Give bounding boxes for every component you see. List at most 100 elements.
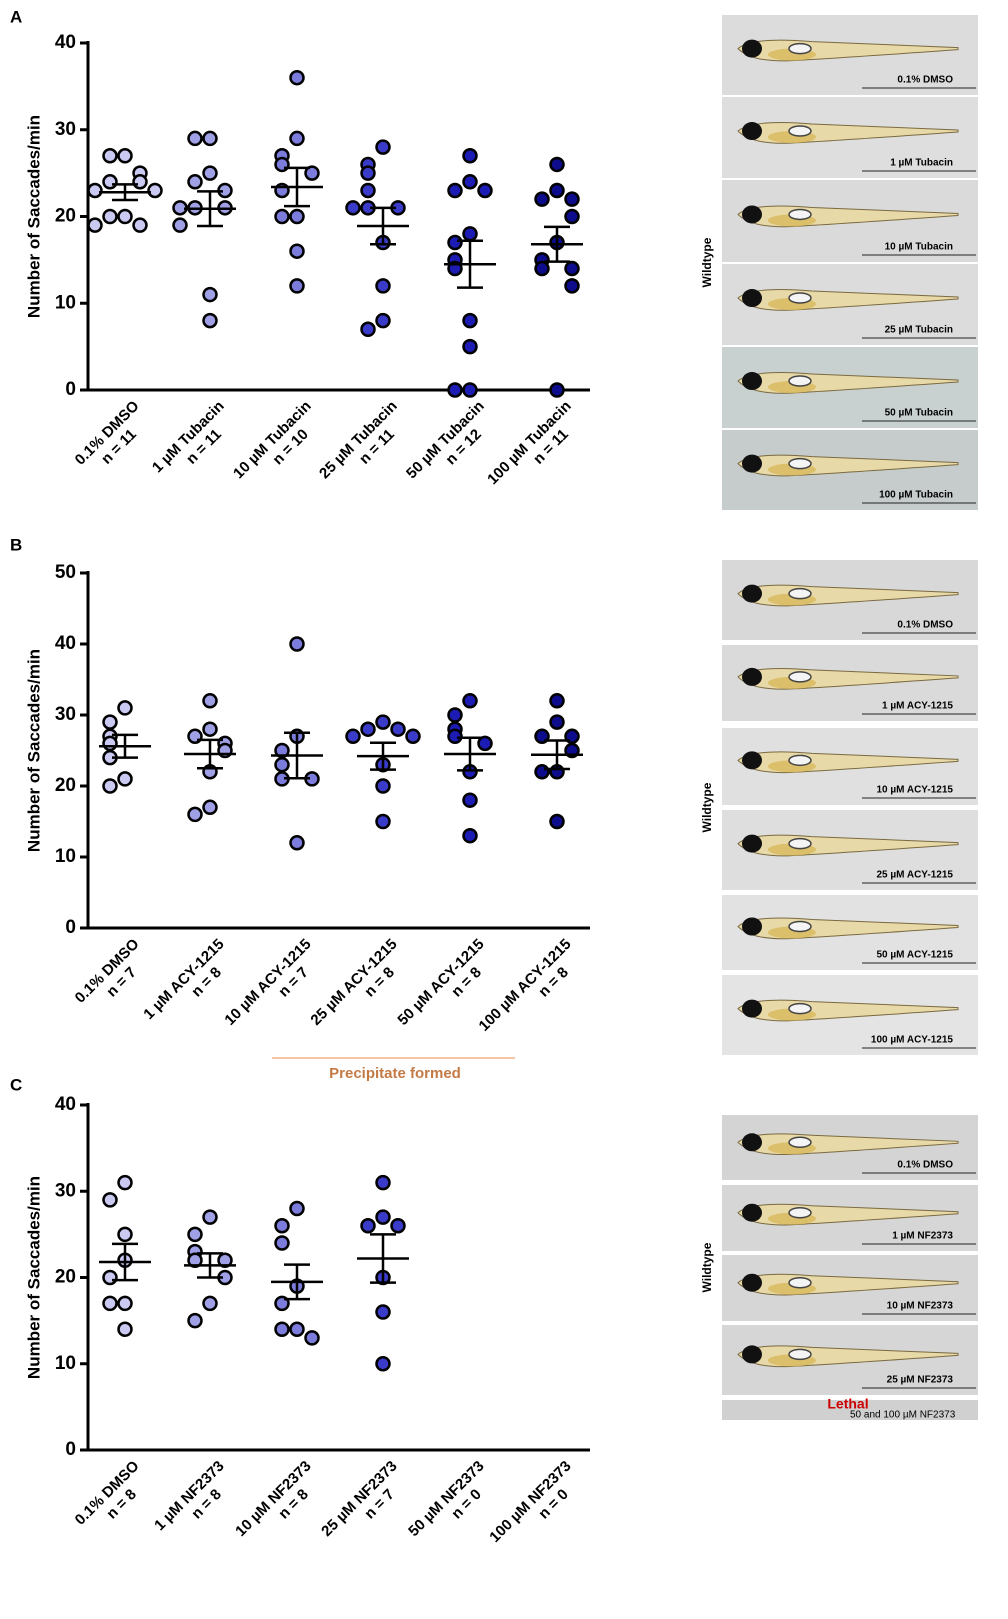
data-point — [204, 288, 217, 301]
x-tick-label-group: 100 µM ACY-1215n = 8 — [476, 936, 588, 1048]
fish-bladder — [789, 1278, 811, 1288]
x-tick-label-group: 10 µM ACY-1215n = 7 — [221, 936, 327, 1042]
data-point — [104, 149, 117, 162]
image-caption: 100 µM Tubacin — [879, 490, 953, 501]
fish-bladder — [789, 922, 811, 932]
data-point — [464, 340, 477, 353]
data-point — [377, 1211, 390, 1224]
data-point — [291, 245, 304, 258]
data-point — [189, 808, 202, 821]
fish-bladder — [789, 209, 811, 219]
data-point — [276, 1219, 289, 1232]
fish-bladder — [789, 1208, 811, 1218]
y-tick-label: 0 — [65, 917, 76, 938]
data-point — [119, 210, 132, 223]
data-point — [276, 1237, 289, 1250]
y-tick-label: 40 — [55, 633, 76, 654]
y-axis-label: Number of Saccades/min — [24, 1176, 43, 1379]
data-point — [566, 210, 579, 223]
data-point — [291, 132, 304, 145]
data-point — [464, 694, 477, 707]
image-caption: 10 µM Tubacin — [885, 242, 953, 253]
fish-eye — [742, 289, 762, 307]
image-caption: 0.1% DMSO — [897, 1160, 953, 1171]
fish-bladder — [789, 1349, 811, 1359]
data-point — [566, 262, 579, 275]
data-point — [407, 730, 420, 743]
data-point — [291, 279, 304, 292]
fish-bladder — [789, 839, 811, 849]
data-point — [204, 723, 217, 736]
panel-label: A — [10, 7, 22, 26]
data-point — [449, 730, 462, 743]
y-tick-label: 10 — [55, 292, 76, 313]
data-point — [291, 71, 304, 84]
data-point — [362, 1219, 375, 1232]
y-tick-label: 20 — [55, 775, 76, 796]
y-tick-label: 0 — [65, 1439, 76, 1460]
fish-eye — [742, 918, 762, 936]
data-point — [306, 1331, 319, 1344]
data-point — [566, 193, 579, 206]
fish-bladder — [789, 589, 811, 599]
data-point — [362, 184, 375, 197]
data-point — [119, 149, 132, 162]
data-point — [479, 184, 492, 197]
figure: ANumber of Saccades/min0102030400.1% DMS… — [0, 0, 1008, 1619]
data-point — [551, 184, 564, 197]
data-point — [362, 323, 375, 336]
data-point — [449, 184, 462, 197]
data-point — [89, 184, 102, 197]
side-label: Wildtype — [700, 237, 714, 287]
image-caption: 0.1% DMSO — [897, 620, 953, 631]
image-caption: 10 µM ACY-1215 — [876, 785, 953, 796]
y-tick-label: 10 — [55, 1353, 76, 1374]
fish-bladder — [789, 1137, 811, 1147]
data-point — [464, 227, 477, 240]
data-point — [377, 141, 390, 154]
data-point — [119, 701, 132, 714]
side-label: Wildtype — [700, 1242, 714, 1292]
image-caption: 25 µM Tubacin — [885, 325, 953, 336]
x-tick-label-group: 0.1% DMSOn = 8 — [72, 1457, 156, 1541]
data-point — [449, 384, 462, 397]
data-point — [204, 1297, 217, 1310]
image-caption: 1 µM NF2373 — [892, 1231, 953, 1242]
image-caption: 50 and 100 µM NF2373 — [850, 1410, 956, 1421]
image-caption: 50 µM ACY-1215 — [876, 950, 953, 961]
y-tick-label: 40 — [55, 1094, 76, 1115]
data-point — [551, 694, 564, 707]
y-axis-label: Number of Saccades/min — [24, 115, 43, 318]
fish-bladder — [789, 1004, 811, 1014]
fish-eye — [742, 1133, 762, 1151]
x-tick-label-group: 100 µM NF2373n = 0 — [486, 1458, 587, 1559]
data-point — [174, 219, 187, 232]
data-point — [464, 384, 477, 397]
data-point — [551, 716, 564, 729]
data-point — [566, 279, 579, 292]
data-point — [189, 132, 202, 145]
data-point — [119, 1323, 132, 1336]
image-caption: 25 µM NF2373 — [887, 1375, 954, 1386]
data-point — [134, 219, 147, 232]
image-caption: 1 µM ACY-1215 — [882, 701, 953, 712]
y-tick-label: 40 — [55, 32, 76, 53]
fish-bladder — [789, 459, 811, 469]
data-point — [377, 314, 390, 327]
fish-eye — [742, 205, 762, 223]
fish-eye — [742, 122, 762, 140]
data-point — [362, 167, 375, 180]
data-point — [204, 694, 217, 707]
data-point — [291, 1202, 304, 1215]
data-point — [89, 219, 102, 232]
data-point — [377, 780, 390, 793]
data-point — [291, 836, 304, 849]
data-point — [377, 279, 390, 292]
